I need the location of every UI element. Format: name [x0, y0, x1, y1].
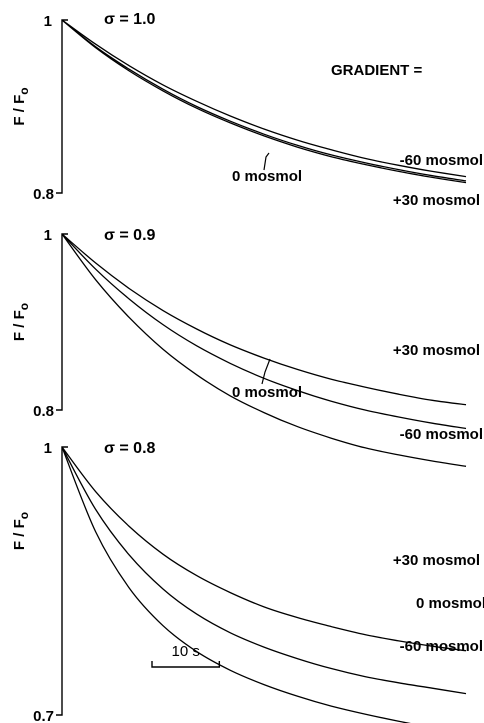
curve-plus30-mosmol	[61, 446, 467, 652]
series-label-minus60-mosmol: -60 mosmol	[400, 426, 483, 443]
y-tick-label-bottom: 0.8	[33, 186, 54, 203]
curve-0-mosmol	[61, 19, 467, 182]
series-label-minus60-mosmol: -60 mosmol	[400, 152, 483, 169]
y-axis	[56, 233, 68, 411]
sigma-label: σ = 0.9	[104, 227, 156, 244]
series-label-0-mosmol: 0 mosmol	[232, 384, 302, 401]
scale-bar-line	[151, 661, 221, 668]
panel-sigma-0.8: 1 0.7 F / Fo σ = 0.8 +30 mosmol 0 mosmol -60 m…	[11, 440, 484, 723]
scale-bar: 10 s	[151, 643, 221, 668]
y-tick-label-bottom: 0.7	[33, 708, 54, 723]
scale-bar-label: 10 s	[172, 643, 200, 660]
y-axis-label: F / Fo	[11, 303, 31, 341]
y-tick-label-top: 1	[44, 227, 52, 244]
y-axis	[56, 19, 68, 194]
curve-plus30-mosmol	[61, 19, 467, 184]
y-axis	[56, 446, 68, 716]
y-tick-label-bottom: 0.8	[33, 403, 54, 420]
sigma-label: σ = 1.0	[104, 11, 156, 28]
curve-minus60-mosmol	[61, 19, 467, 178]
series-label-plus30-mosmol: +30 mosmol	[393, 192, 480, 209]
panels: 1 0.8 F / Fo σ = 1.0 -60 mosmol 0 mosmol +30 m…	[11, 11, 484, 723]
curve-minus60-mosmol	[61, 233, 467, 467]
series-label-minus60-mosmol: -60 mosmol	[400, 638, 483, 655]
curve-0-mosmol	[61, 446, 467, 695]
y-axis-label: F / Fo	[11, 87, 31, 125]
curve-plus30-mosmol	[61, 233, 467, 406]
leader-line	[263, 152, 270, 171]
y-axis-label: F / Fo	[11, 512, 31, 550]
series-label-0-mosmol: 0 mosmol	[416, 595, 484, 612]
y-tick-label-top: 1	[44, 440, 52, 457]
sigma-label: σ = 0.8	[104, 440, 156, 457]
curve-minus60-mosmol	[61, 446, 411, 723]
series-label-0-mosmol: 0 mosmol	[232, 168, 302, 185]
series-label-plus30-mosmol: +30 mosmol	[393, 552, 480, 569]
panel-sigma-0.9: 1 0.8 F / Fo σ = 0.9 +30 mosmol 0 mosmol -60 m…	[11, 227, 483, 467]
leader-line	[261, 358, 271, 385]
series-label-plus30-mosmol: +30 mosmol	[393, 342, 480, 359]
gradient-heading: GRADIENT =	[331, 62, 423, 79]
panel-sigma-1.0: 1 0.8 F / Fo σ = 1.0 -60 mosmol 0 mosmol +30 m…	[11, 11, 483, 209]
y-tick-label-top: 1	[44, 13, 52, 30]
